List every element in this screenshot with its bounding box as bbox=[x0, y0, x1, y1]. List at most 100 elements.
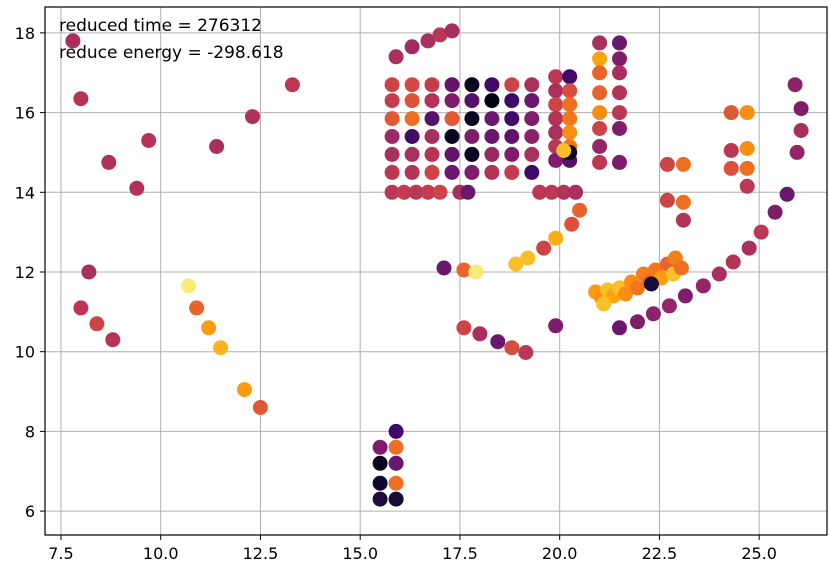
x-tick-label: 10.0 bbox=[143, 544, 179, 563]
data-point bbox=[524, 77, 540, 93]
data-point bbox=[618, 286, 633, 302]
data-point bbox=[673, 260, 689, 276]
data-point bbox=[739, 141, 755, 156]
data-point bbox=[695, 278, 711, 294]
data-point bbox=[741, 240, 757, 256]
data-point bbox=[460, 184, 476, 200]
data-point bbox=[484, 129, 500, 144]
data-point bbox=[548, 111, 564, 127]
data-point bbox=[484, 93, 500, 109]
data-point bbox=[372, 475, 388, 491]
data-point bbox=[536, 240, 552, 256]
data-point bbox=[209, 139, 225, 154]
reduce-energy-annotation: reduce energy = -298.618 bbox=[59, 43, 284, 63]
data-point bbox=[562, 69, 578, 85]
data-point bbox=[284, 77, 300, 93]
data-point bbox=[562, 125, 578, 140]
data-point bbox=[711, 266, 727, 282]
data-point bbox=[432, 184, 448, 200]
data-point bbox=[444, 129, 460, 144]
data-point bbox=[181, 278, 197, 294]
data-point bbox=[388, 491, 404, 507]
data-point bbox=[237, 382, 252, 398]
data-point bbox=[424, 93, 440, 109]
x-tick-label: 25.0 bbox=[741, 544, 777, 563]
data-point bbox=[504, 77, 520, 93]
data-point bbox=[548, 125, 564, 140]
data-point bbox=[105, 332, 121, 348]
y-tick-label: 10 bbox=[15, 343, 35, 362]
data-point bbox=[556, 184, 572, 200]
data-point bbox=[612, 85, 627, 101]
data-point bbox=[524, 93, 540, 109]
data-point bbox=[464, 129, 480, 144]
data-point bbox=[424, 146, 440, 162]
x-tick-label: 17.5 bbox=[442, 544, 478, 563]
data-point bbox=[464, 93, 480, 109]
data-point bbox=[468, 264, 484, 280]
data-point bbox=[544, 184, 560, 200]
data-point bbox=[524, 111, 540, 127]
x-axis-ticks: 7.5 10.0 12.5 15.0 17.5 20.0 22.5 25.0 bbox=[48, 535, 777, 563]
data-point bbox=[592, 121, 608, 136]
data-point bbox=[201, 320, 217, 336]
data-point bbox=[129, 180, 145, 196]
data-point bbox=[408, 184, 424, 200]
data-point bbox=[444, 23, 460, 39]
data-point bbox=[404, 146, 420, 162]
data-point bbox=[396, 184, 412, 200]
data-point bbox=[612, 65, 627, 81]
x-tick-label: 22.5 bbox=[642, 544, 678, 563]
data-point bbox=[213, 340, 229, 356]
data-point bbox=[524, 146, 540, 162]
data-point bbox=[592, 35, 608, 51]
data-point bbox=[504, 164, 520, 180]
data-points bbox=[65, 23, 809, 507]
y-tick-label: 18 bbox=[15, 24, 35, 43]
data-point bbox=[404, 129, 420, 144]
data-point bbox=[524, 164, 540, 180]
data-point bbox=[675, 212, 691, 228]
data-point bbox=[384, 184, 400, 200]
data-point bbox=[596, 296, 612, 312]
data-point bbox=[630, 314, 645, 330]
data-point bbox=[464, 77, 480, 93]
data-point bbox=[252, 400, 268, 415]
data-point bbox=[568, 184, 584, 200]
data-point bbox=[388, 455, 404, 471]
data-point bbox=[504, 146, 520, 162]
data-point bbox=[723, 105, 739, 121]
data-point bbox=[592, 105, 608, 121]
data-point bbox=[420, 33, 436, 49]
data-point bbox=[612, 51, 627, 67]
data-point bbox=[372, 491, 388, 507]
reduced-time-annotation: reduced time = 276312 bbox=[59, 16, 262, 36]
data-point bbox=[141, 133, 157, 148]
data-point bbox=[520, 250, 536, 266]
data-point bbox=[562, 83, 578, 99]
data-point bbox=[388, 423, 404, 439]
data-point bbox=[612, 320, 627, 336]
data-point bbox=[384, 77, 400, 93]
data-point bbox=[661, 298, 677, 314]
data-point bbox=[562, 97, 578, 113]
data-point bbox=[444, 77, 460, 93]
data-point bbox=[444, 93, 460, 109]
data-point bbox=[572, 202, 588, 218]
data-point bbox=[444, 164, 460, 180]
data-point bbox=[404, 164, 420, 180]
y-tick-label: 6 bbox=[25, 502, 35, 521]
data-point bbox=[384, 111, 400, 127]
data-point bbox=[424, 164, 440, 180]
data-point bbox=[424, 129, 440, 144]
data-point bbox=[384, 93, 400, 109]
data-point bbox=[484, 164, 500, 180]
data-point bbox=[420, 184, 436, 200]
data-point bbox=[424, 77, 440, 93]
data-point bbox=[189, 300, 205, 316]
data-point bbox=[436, 260, 452, 276]
data-point bbox=[404, 77, 420, 93]
data-point bbox=[562, 111, 578, 127]
data-point bbox=[592, 154, 608, 170]
